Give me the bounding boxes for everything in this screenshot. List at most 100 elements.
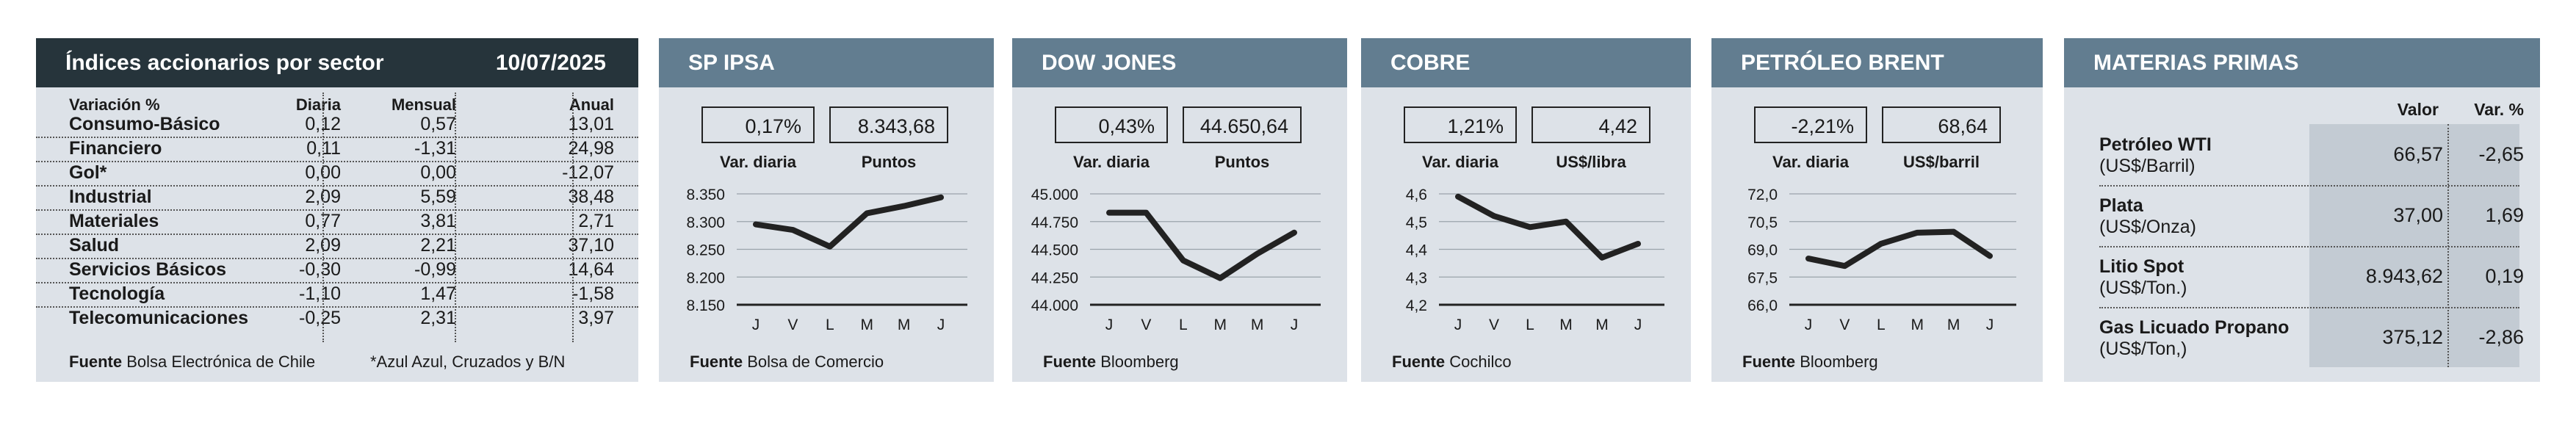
table-row: Telecomunicaciones -0,25 2,31 3,97 (36, 306, 638, 330)
commodity-value: 8.943,62 (2365, 265, 2443, 287)
sector-value: 2,71 (578, 211, 614, 231)
sector-name: Gol* (69, 162, 107, 183)
commodity-row: Litio Spot (US$/Ton.) 8.943,62 0,19 (2064, 246, 2540, 307)
y-tick-label: 44.750 (1031, 214, 1078, 231)
value-label: Puntos (861, 153, 917, 171)
y-tick-label: 8.200 (686, 270, 725, 286)
series-line (753, 194, 944, 250)
x-tick-label: J (752, 317, 760, 333)
cobre-panel: COBRE 1,21% 4,42 Var. diaria US$/libra 4,2 4,3… (1361, 38, 1691, 382)
sector-table-source: Fuente Bolsa Electrónica de Chile (69, 352, 315, 372)
source-label: Fuente (1043, 352, 1097, 371)
series-line (1455, 193, 1641, 261)
commodity-name: Petróleo WTI (2099, 134, 2212, 155)
sector-table-date: 10/07/2025 (495, 51, 606, 75)
sector-table-column-headers: Variación % Diaria Mensual Anual (36, 93, 638, 117)
row-divider (36, 234, 638, 235)
sector-name: Telecomunicaciones (69, 308, 249, 328)
y-tick-label: 44.250 (1031, 270, 1078, 286)
sector-value: 2,09 (305, 235, 341, 256)
row-divider (2099, 246, 2519, 247)
ipsa-panel: SP IPSA 0,17% 8.343,68 Var. diaria Puntos 8.1… (659, 38, 994, 382)
commodity-change: 0,19 (2485, 265, 2524, 287)
sector-value: 2,09 (305, 187, 341, 207)
panel-source: Fuente Bloomberg (1043, 352, 1179, 372)
source-label: Fuente (690, 352, 743, 371)
commodity-name: Litio Spot (2099, 256, 2184, 277)
commodity-value: 66,57 (2393, 143, 2443, 165)
commodity-unit: (US$/Onza) (2099, 217, 2196, 237)
x-tick-label: J (937, 317, 945, 333)
materias-primas-title: MATERIAS PRIMAS (2064, 38, 2540, 87)
sector-name: Salud (69, 235, 120, 256)
y-tick-label: 67,5 (1747, 270, 1778, 286)
sector-value: -1,31 (414, 138, 456, 159)
sector-name: Consumo-Básico (69, 114, 220, 134)
daily-change-box: 0,43% (1055, 106, 1168, 143)
x-tick-label: J (1634, 317, 1642, 333)
daily-change-label: Var. diaria (1422, 153, 1498, 171)
value-box: 68,64 (1882, 106, 2001, 143)
sector-value: 0,57 (420, 114, 456, 134)
column-header: Variación % (69, 95, 160, 114)
series-line (1106, 209, 1297, 281)
x-tick-label: L (1877, 317, 1886, 333)
commodity-change: -2,86 (2478, 326, 2524, 348)
value-label: Puntos (1214, 153, 1270, 171)
x-tick-label: L (826, 317, 834, 333)
sector-value: 1,47 (420, 283, 456, 304)
line-chart: 44.000 44.250 44.500 44.750 45.000 J V L M M J (1031, 187, 1321, 333)
panel-title: COBRE (1361, 38, 1691, 87)
column-header: Anual (569, 95, 614, 114)
dow-jones-panel: DOW JONES 0,43% 44.650,64 Var. diaria Puntos… (1012, 38, 1347, 382)
x-tick-label: J (1805, 317, 1813, 333)
sector-value: -12,07 (562, 162, 614, 183)
sector-table-panel: Índices accionarios por sector 10/07/202… (36, 38, 638, 382)
y-tick-label: 44.000 (1031, 297, 1078, 314)
commodity-name-block: Litio Spot (US$/Ton.) (2099, 256, 2187, 299)
commodity-name: Gas Licuado Propano (2099, 317, 2290, 338)
row-divider (36, 209, 638, 211)
commodity-row: Petróleo WTI (US$/Barril) 66,57 -2,65 (2064, 124, 2540, 185)
sector-name: Financiero (69, 138, 162, 159)
sector-name: Industrial (69, 187, 152, 207)
column-header: Mensual (391, 95, 456, 114)
materias-primas-panel: MATERIAS PRIMAS Valor Var. % Petróleo WT… (2064, 38, 2540, 382)
series-line (1805, 228, 1993, 270)
x-tick-label: M (1595, 317, 1609, 333)
x-tick-label: L (1526, 317, 1534, 333)
column-divider (455, 93, 456, 342)
sector-value: 3,97 (578, 308, 614, 328)
line-chart: 8.150 8.200 8.250 8.300 8.350 J V L M M J (686, 187, 967, 333)
sector-value: 24,98 (568, 138, 614, 159)
y-tick-label: 4,2 (1406, 297, 1427, 314)
row-divider (2099, 307, 2519, 308)
commodity-change: 1,69 (2485, 204, 2524, 226)
commodity-value: 37,00 (2393, 204, 2443, 226)
source-text: Bolsa de Comercio (747, 352, 884, 371)
value-label: US$/libra (1556, 153, 1626, 171)
daily-change-label: Var. diaria (1073, 153, 1150, 171)
sector-value: 0,77 (305, 211, 341, 231)
row-divider (36, 137, 638, 138)
panel-title: PETRÓLEO BRENT (1711, 38, 2043, 87)
sector-value: -0,30 (299, 259, 341, 280)
x-tick-label: M (1251, 317, 1264, 333)
x-tick-label: L (1179, 317, 1188, 333)
column-divider (572, 93, 574, 342)
sector-value: -0,25 (299, 308, 341, 328)
source-text: Bolsa Electrónica de Chile (126, 352, 316, 371)
commodity-row: Plata (US$/Onza) 37,00 1,69 (2064, 185, 2540, 246)
x-tick-label: M (898, 317, 911, 333)
sector-value: 0,12 (305, 114, 341, 134)
daily-change-box: 1,21% (1404, 106, 1517, 143)
row-divider (36, 306, 638, 308)
x-tick-label: M (860, 317, 873, 333)
sector-value: 0,00 (305, 162, 341, 183)
x-tick-label: M (1947, 317, 1960, 333)
y-tick-label: 8.300 (686, 214, 725, 231)
daily-change-label: Var. diaria (720, 153, 796, 171)
y-tick-label: 69,0 (1747, 242, 1778, 259)
table-row: Salud 2,09 2,21 37,10 (36, 234, 638, 258)
y-tick-label: 4,3 (1406, 270, 1427, 286)
